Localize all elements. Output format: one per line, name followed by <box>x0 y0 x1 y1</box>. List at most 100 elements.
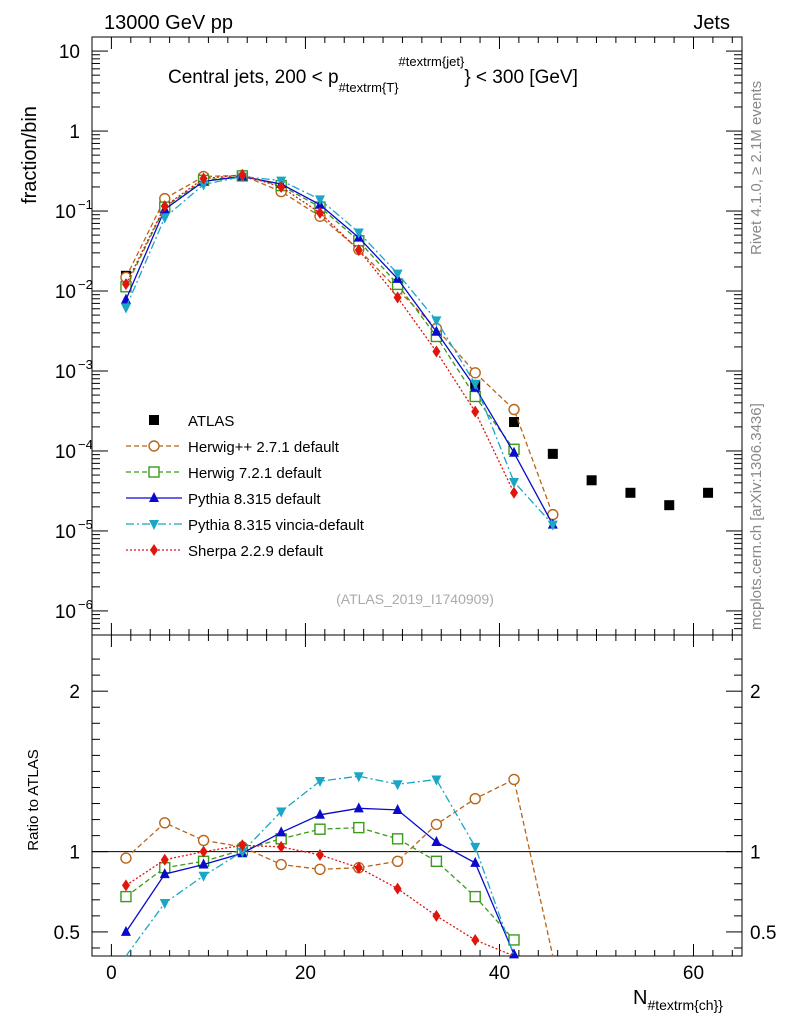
ratio-point <box>120 852 132 864</box>
y-tick-label-exp: −1 <box>78 197 93 212</box>
ratio-point <box>393 882 402 895</box>
series-main-1 <box>120 169 559 521</box>
data-point <box>510 486 519 499</box>
series-ratio-1 <box>120 821 520 946</box>
data-point <box>508 403 520 416</box>
data-point <box>120 293 131 304</box>
legend-label: Herwig++ 2.7.1 default <box>188 439 340 456</box>
ratio-point <box>275 858 287 871</box>
data-point <box>509 417 520 428</box>
data-point <box>315 206 324 219</box>
series-ratio-2 <box>120 802 520 959</box>
data-point <box>547 448 558 459</box>
legend-marker <box>149 415 159 425</box>
series-ratio-0 <box>120 773 554 957</box>
ratio-point <box>276 826 287 837</box>
x-tick-label: 20 <box>295 963 316 984</box>
ratio-point <box>392 803 403 814</box>
y-tick-label-exp: −5 <box>78 517 93 532</box>
ratio-point <box>160 853 169 866</box>
y-tick-label-base: 10 <box>55 362 76 383</box>
ratio-point <box>198 871 209 882</box>
data-point <box>547 520 558 531</box>
data-point <box>277 180 286 193</box>
y-tick-label-base: 10 <box>55 202 76 223</box>
ratio-point <box>315 848 324 861</box>
ratio-point <box>277 840 286 853</box>
data-point <box>431 316 442 327</box>
data-point <box>314 195 325 206</box>
chart-title: Central jets, 200 < p#textrm{T} #textrm{j… <box>168 54 578 95</box>
y-tick-label-main: 10 <box>59 42 80 63</box>
series-ratio-line <box>125 826 515 941</box>
chart-title-post: } < 300 [GeV] <box>464 67 578 88</box>
y-tick-label-ratio: 2 <box>69 682 80 703</box>
x-tick-label: 0 <box>106 963 117 984</box>
x-axis-label-sub: #textrm{ch}} <box>647 997 723 1013</box>
chart-title-pre: Central jets, 200 < p <box>168 67 339 88</box>
ratio-point <box>431 836 442 847</box>
y-tick-label-main: 10 <box>55 202 76 223</box>
data-point <box>354 244 363 257</box>
data-point <box>120 303 131 314</box>
data-point <box>703 487 714 498</box>
x-tick-label: 40 <box>489 963 510 984</box>
ratio-point <box>198 858 209 869</box>
y-axis-label-ratio: Ratio to ATLAS <box>25 749 42 850</box>
data-point <box>509 446 520 457</box>
watermark: (ATLAS_2019_I1740909) <box>336 591 494 607</box>
series-main-3 <box>120 170 558 529</box>
ratio-point <box>159 899 170 910</box>
legend-label: Herwig 7.2.1 default <box>188 465 322 482</box>
ratio-point <box>353 802 364 813</box>
legend-label: Pythia 8.315 vincia-default <box>188 517 365 534</box>
ratio-point <box>121 879 130 892</box>
ratio-point <box>159 868 170 879</box>
series-line <box>125 174 554 515</box>
header-left: 13000 GeV pp <box>104 12 233 34</box>
ratio-point <box>353 772 364 783</box>
ratio-point <box>470 856 481 867</box>
side-label-bottom: mcplots.cern.ch [arXiv:1306.3436] <box>748 403 765 630</box>
data-point <box>353 228 364 239</box>
y-axis-label-main: fraction/bin <box>19 106 41 204</box>
series-ratio-4 <box>121 839 515 957</box>
ratio-point <box>392 780 403 791</box>
data-point <box>586 475 597 486</box>
ratio-point <box>197 834 210 847</box>
ratio-point <box>469 793 481 805</box>
legend-marker <box>148 466 160 478</box>
series-ratio-line <box>125 844 515 957</box>
chart-title-sub: #textrm{T} <box>339 80 400 95</box>
data-point <box>392 269 403 280</box>
ratio-point <box>430 818 443 831</box>
legend-marker <box>149 492 159 502</box>
series-main-5 <box>121 169 519 499</box>
y-tick-label-base: 10 <box>55 522 76 543</box>
data-point <box>470 379 481 390</box>
y-tick-label-exp: −4 <box>78 437 93 452</box>
data-point <box>199 172 208 185</box>
ratio-point <box>276 807 287 818</box>
y-tick-label-main: 1 <box>69 122 80 143</box>
ratio-point <box>509 948 520 959</box>
legend-label: Sherpa 2.2.9 default <box>188 543 324 560</box>
ratio-point <box>314 823 326 835</box>
data-point <box>664 500 675 511</box>
y-tick-label-ratio: 0.5 <box>54 923 80 944</box>
y-tick-label-main: 10 <box>55 282 76 303</box>
ratio-point <box>354 861 363 874</box>
ratio-point <box>314 777 325 788</box>
ratio-point <box>237 847 248 858</box>
data-point <box>509 477 520 488</box>
legend-label: Pythia 8.315 default <box>188 491 321 508</box>
data-point <box>238 169 247 182</box>
series-line <box>125 175 554 526</box>
x-tick-label: 60 <box>683 963 704 984</box>
ratio-point <box>470 842 481 853</box>
data-point <box>625 487 636 498</box>
y-tick-label-base: 10 <box>55 602 76 623</box>
ratio-point <box>314 808 325 819</box>
series-main-0 <box>120 171 714 511</box>
data-point <box>121 278 130 291</box>
